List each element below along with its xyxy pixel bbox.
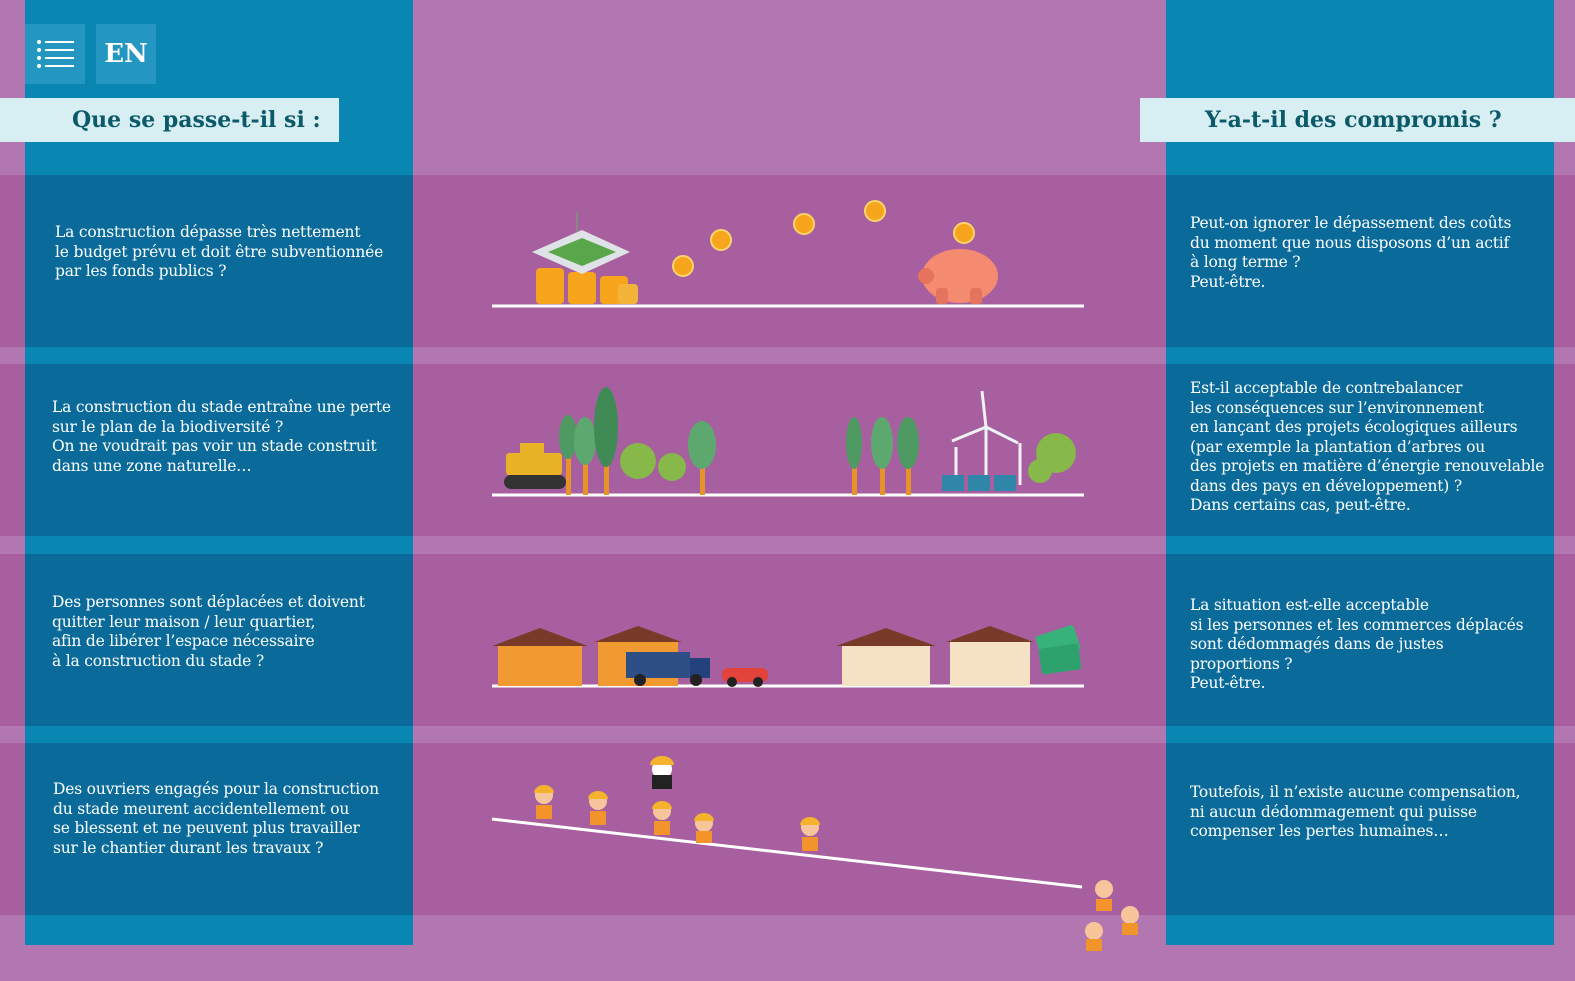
question-text-4: Des ouvriers engagés pour la constructio… xyxy=(53,780,379,857)
question-cell-2 xyxy=(25,364,413,536)
solar-panel-icon xyxy=(942,475,1016,491)
car-icon xyxy=(722,668,768,687)
language-button[interactable]: EN xyxy=(96,24,156,84)
question-cell-1 xyxy=(25,175,413,347)
question-cell-4 xyxy=(25,743,413,915)
workers-illustration xyxy=(491,756,1139,951)
question-text-2: La construction du stade entraîne une pe… xyxy=(52,398,391,475)
bulldozer-icon xyxy=(504,443,566,489)
list-icon xyxy=(37,40,74,68)
wind-turbine-icon xyxy=(951,390,1022,485)
coin-stack-icon xyxy=(536,268,638,304)
money-icon xyxy=(1035,625,1082,675)
question-cell-3 xyxy=(25,554,413,726)
worker-icon xyxy=(534,785,1139,951)
moving-truck-icon xyxy=(626,652,710,686)
skeleton-icon xyxy=(650,756,674,789)
biodiversity-illustration xyxy=(492,387,1084,497)
answer-cell-4 xyxy=(1166,743,1554,915)
answer-cell-2 xyxy=(1166,364,1554,536)
right-header: Y-a-t-il des compromis ? xyxy=(1140,98,1575,142)
stadium-icon xyxy=(532,212,630,274)
answer-cell-3 xyxy=(1166,554,1554,726)
answer-text-2: Est-il acceptable de contrebalancer les … xyxy=(1190,379,1545,514)
coin-icon xyxy=(672,200,975,277)
displacement-illustration xyxy=(492,625,1084,688)
answer-text-4: Toutefois, il n’existe aucune compensati… xyxy=(1190,783,1521,840)
piggy-bank-icon xyxy=(918,249,998,304)
question-text-1: La construction dépasse très nettement l… xyxy=(55,223,384,280)
question-text-3: Des personnes sont déplacées et doivent … xyxy=(52,593,365,670)
left-header: Que se passe-t-il si : xyxy=(0,98,339,142)
answer-text-3: La situation est-elle acceptable si les … xyxy=(1190,596,1524,692)
menu-button[interactable] xyxy=(25,24,85,84)
stadium-coins-illustration xyxy=(492,200,1084,308)
answer-cell-1 xyxy=(1166,175,1554,347)
tree-icon xyxy=(559,387,1076,495)
house-icon xyxy=(492,626,1034,686)
answer-text-1: Peut-on ignorer le dépassement des coûts… xyxy=(1190,214,1512,291)
